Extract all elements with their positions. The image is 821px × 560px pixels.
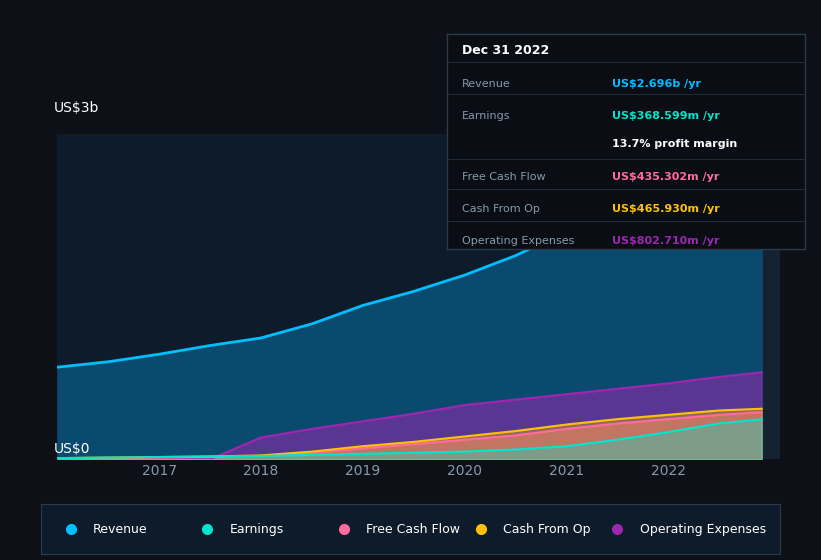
Text: US$2.696b /yr: US$2.696b /yr [612, 79, 701, 89]
Text: US$802.710m /yr: US$802.710m /yr [612, 236, 719, 246]
Text: Operating Expenses: Operating Expenses [461, 236, 574, 246]
Text: 13.7% profit margin: 13.7% profit margin [612, 139, 737, 150]
Text: Revenue: Revenue [93, 522, 148, 536]
Text: Cash From Op: Cash From Op [502, 522, 590, 536]
Text: Operating Expenses: Operating Expenses [640, 522, 766, 536]
Text: Cash From Op: Cash From Op [461, 204, 539, 214]
Text: Earnings: Earnings [230, 522, 284, 536]
Text: US$3b: US$3b [54, 101, 99, 115]
Text: US$0: US$0 [54, 442, 90, 456]
Text: Free Cash Flow: Free Cash Flow [461, 171, 545, 181]
Bar [668, 134, 780, 459]
Text: Dec 31 2022: Dec 31 2022 [461, 44, 549, 57]
Text: Revenue: Revenue [461, 79, 511, 89]
Text: US$465.930m /yr: US$465.930m /yr [612, 204, 719, 214]
Text: US$368.599m /yr: US$368.599m /yr [612, 111, 719, 121]
Text: Earnings: Earnings [461, 111, 510, 121]
Text: Free Cash Flow: Free Cash Flow [366, 522, 460, 536]
Text: US$435.302m /yr: US$435.302m /yr [612, 171, 719, 181]
